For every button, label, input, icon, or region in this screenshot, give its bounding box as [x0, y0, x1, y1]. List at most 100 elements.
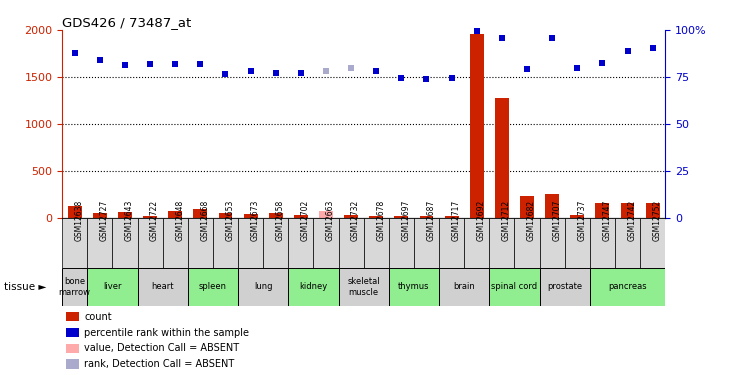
Text: liver: liver [103, 282, 121, 291]
Bar [338, 217, 363, 268]
Text: GSM12732: GSM12732 [351, 200, 360, 241]
Text: thymus: thymus [398, 282, 430, 291]
Bar [188, 268, 238, 306]
Bar [470, 34, 484, 218]
Bar [118, 212, 132, 217]
Bar [515, 217, 539, 268]
Text: GSM12682: GSM12682 [527, 200, 536, 241]
Text: GSM12717: GSM12717 [452, 200, 461, 241]
Bar [564, 217, 590, 268]
Bar [188, 217, 213, 268]
Bar [596, 203, 610, 217]
Text: GSM12702: GSM12702 [301, 200, 310, 241]
Text: rank, Detection Call = ABSENT: rank, Detection Call = ABSENT [84, 359, 235, 369]
Bar [645, 203, 659, 217]
Text: GSM12747: GSM12747 [602, 200, 611, 241]
Bar [288, 268, 338, 306]
Text: GSM12643: GSM12643 [125, 200, 134, 241]
Bar [395, 216, 409, 217]
Text: brain: brain [453, 282, 475, 291]
Text: GSM12692: GSM12692 [477, 200, 485, 241]
Bar [369, 216, 383, 217]
Text: spinal cord: spinal cord [491, 282, 537, 291]
Bar [539, 217, 564, 268]
Text: lung: lung [254, 282, 273, 291]
Text: GSM12658: GSM12658 [276, 200, 284, 241]
Text: GSM12687: GSM12687 [426, 200, 436, 241]
Bar [444, 216, 458, 217]
Bar [62, 268, 87, 306]
Bar [389, 217, 414, 268]
Bar [87, 268, 137, 306]
Bar [439, 268, 489, 306]
Text: GSM12742: GSM12742 [627, 200, 637, 241]
Text: GSM12697: GSM12697 [401, 200, 410, 241]
Bar [338, 268, 389, 306]
Text: GSM12727: GSM12727 [100, 200, 109, 241]
Text: GSM12752: GSM12752 [653, 200, 662, 241]
Text: prostate: prostate [547, 282, 583, 291]
Text: GSM12707: GSM12707 [552, 200, 561, 241]
Bar [288, 217, 314, 268]
Text: GSM12668: GSM12668 [200, 200, 209, 241]
Bar [495, 98, 509, 218]
Bar [590, 268, 665, 306]
Bar [539, 268, 590, 306]
Bar [545, 194, 559, 217]
Text: GSM12678: GSM12678 [376, 200, 385, 241]
Bar [137, 268, 188, 306]
Text: skeletal
muscle: skeletal muscle [347, 277, 380, 297]
Bar [113, 217, 137, 268]
Bar [314, 217, 338, 268]
Text: kidney: kidney [299, 282, 327, 291]
Bar [621, 203, 635, 217]
Text: tissue ►: tissue ► [4, 282, 46, 292]
Bar [570, 214, 584, 217]
Text: GSM12663: GSM12663 [326, 200, 335, 241]
Bar [520, 196, 534, 217]
Bar [87, 217, 113, 268]
Bar [414, 217, 439, 268]
Bar [489, 217, 515, 268]
Bar [420, 216, 433, 217]
Text: GSM12648: GSM12648 [175, 200, 184, 241]
Bar [615, 217, 640, 268]
Text: percentile rank within the sample: percentile rank within the sample [84, 328, 249, 338]
Text: GSM12653: GSM12653 [225, 200, 235, 241]
Bar [219, 213, 232, 217]
Text: GSM12673: GSM12673 [251, 200, 260, 241]
Text: spleen: spleen [199, 282, 227, 291]
Bar [364, 217, 389, 268]
Bar [143, 216, 157, 217]
Bar [213, 217, 238, 268]
Bar [590, 217, 615, 268]
Bar [344, 214, 358, 217]
Bar [137, 217, 162, 268]
Bar [489, 268, 539, 306]
Bar [238, 217, 263, 268]
Bar [389, 268, 439, 306]
Bar [194, 209, 208, 218]
Text: value, Detection Call = ABSENT: value, Detection Call = ABSENT [84, 344, 239, 353]
Text: GDS426 / 73487_at: GDS426 / 73487_at [62, 16, 192, 29]
Text: GSM12737: GSM12737 [577, 200, 586, 241]
Text: GSM12638: GSM12638 [75, 200, 83, 241]
Bar [93, 213, 107, 217]
Bar [269, 213, 283, 217]
Bar [263, 217, 288, 268]
Bar [439, 217, 464, 268]
Bar [243, 214, 257, 217]
Bar [168, 211, 182, 218]
Text: GSM12712: GSM12712 [502, 200, 511, 241]
Text: bone
marrow: bone marrow [58, 277, 91, 297]
Text: heart: heart [151, 282, 174, 291]
Text: pancreas: pancreas [608, 282, 647, 291]
Text: GSM12722: GSM12722 [150, 200, 159, 241]
Bar [319, 211, 333, 218]
Bar [162, 217, 188, 268]
Bar [238, 268, 288, 306]
Bar [640, 217, 665, 268]
Bar [68, 206, 82, 218]
Bar [464, 217, 489, 268]
Bar [294, 214, 308, 217]
